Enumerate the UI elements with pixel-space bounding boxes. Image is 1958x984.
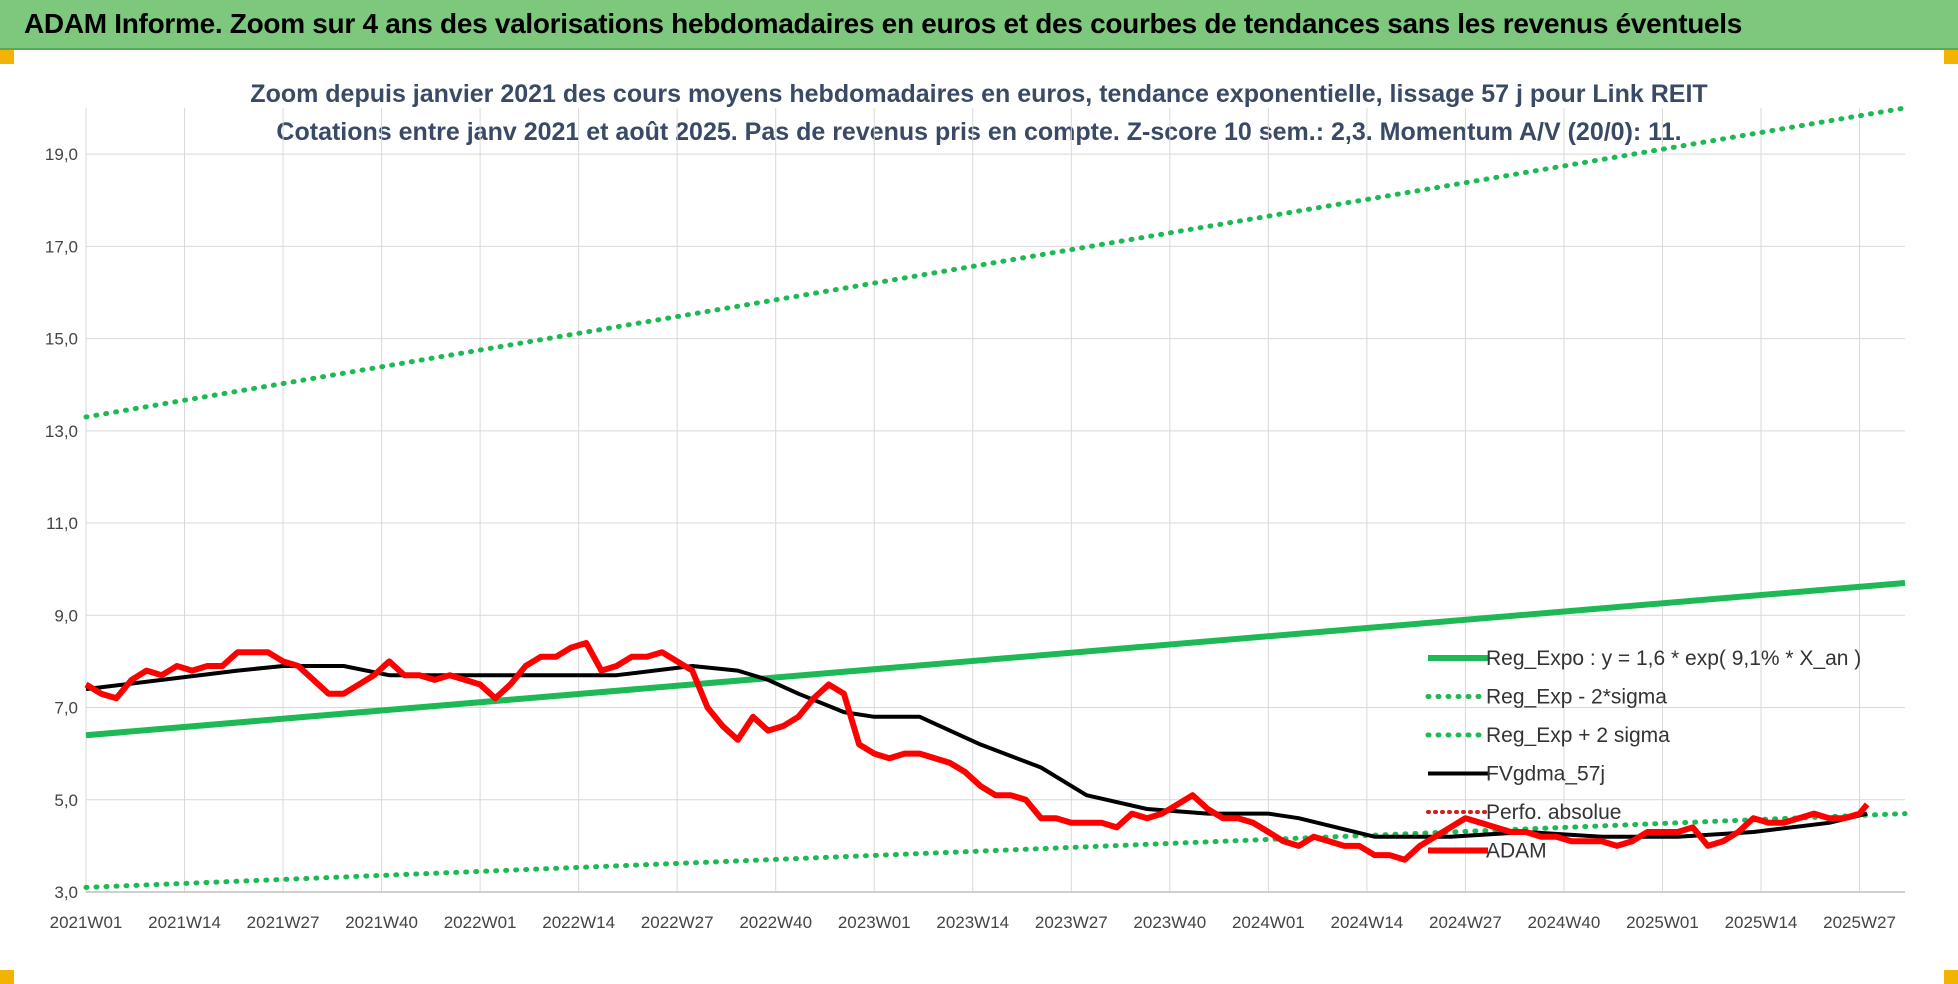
series-line-5 xyxy=(84,640,1870,863)
x-tick-label: 2025W27 xyxy=(1823,913,1896,932)
legend-label: Reg_Exp + 2 sigma xyxy=(1486,724,1670,747)
legend-label: Perfo. absolue xyxy=(1486,801,1621,824)
y-tick-label: 13,0 xyxy=(45,422,78,441)
x-tick-label: 2021W27 xyxy=(247,913,320,932)
chart-title: Zoom depuis janvier 2021 des cours moyen… xyxy=(250,80,1708,108)
page-title: ADAM Informe. Zoom sur 4 ans des valoris… xyxy=(24,8,1743,39)
x-tick-label: 2024W27 xyxy=(1429,913,1502,932)
y-tick-label: 17,0 xyxy=(45,237,78,256)
y-tick-label: 7,0 xyxy=(54,699,78,718)
corner-marker-top-left xyxy=(0,50,14,64)
legend: Reg_Expo : y = 1,6 * exp( 9,1% * X_an ) R… xyxy=(1425,647,1861,863)
x-tick-label: 2023W40 xyxy=(1133,913,1206,932)
x-tick-label: 2025W01 xyxy=(1626,913,1699,932)
y-tick-label: 15,0 xyxy=(45,330,78,349)
y-tick-label: 3,0 xyxy=(54,883,78,902)
x-tick-label: 2023W14 xyxy=(936,913,1009,932)
x-tick-label: 2023W01 xyxy=(838,913,911,932)
series-line-0 xyxy=(85,580,1906,739)
legend-label: Reg_Exp - 2*sigma xyxy=(1486,686,1667,709)
corner-marker-bottom-left xyxy=(0,970,14,984)
axes: 3,0 5,0 7,0 9,0 11,0 13,0 15,0 17,0 19,0 2021W01 2… xyxy=(45,145,1905,932)
x-tick-label: 2022W14 xyxy=(542,913,615,932)
legend-label: FVgdma_57j xyxy=(1486,763,1605,786)
legend-label: ADAM xyxy=(1486,840,1547,863)
y-tick-label: 9,0 xyxy=(54,606,78,625)
x-tick-label: 2022W01 xyxy=(444,913,517,932)
series-line-2 xyxy=(83,105,1908,420)
legend-label: Reg_Expo : y = 1,6 * exp( 9,1% * X_an ) xyxy=(1486,647,1861,670)
corner-marker-top-right xyxy=(1944,50,1958,64)
x-tick-label: 2024W14 xyxy=(1330,913,1403,932)
header-banner: ADAM Informe. Zoom sur 4 ans des valoris… xyxy=(0,0,1958,50)
series-line-1 xyxy=(83,811,1908,890)
series-lines xyxy=(83,105,1908,890)
y-tick-label: 19,0 xyxy=(45,145,78,164)
chart-subtitle: Cotations entre janv 2021 et août 2025. … xyxy=(276,118,1682,146)
x-tick-label: 2021W40 xyxy=(345,913,418,932)
x-tick-label: 2021W14 xyxy=(148,913,221,932)
x-tick-label: 2022W40 xyxy=(739,913,812,932)
corner-marker-bottom-right xyxy=(1944,970,1958,984)
x-tick-label: 2024W40 xyxy=(1528,913,1601,932)
x-tick-label: 2025W14 xyxy=(1725,913,1798,932)
x-tick-label: 2024W01 xyxy=(1232,913,1305,932)
y-tick-label: 5,0 xyxy=(54,791,78,810)
x-tick-label: 2023W27 xyxy=(1035,913,1108,932)
x-tick-label: 2021W01 xyxy=(50,913,123,932)
y-tick-label: 11,0 xyxy=(46,514,78,533)
x-tick-label: 2022W27 xyxy=(641,913,714,932)
grid-lines xyxy=(85,108,1905,893)
